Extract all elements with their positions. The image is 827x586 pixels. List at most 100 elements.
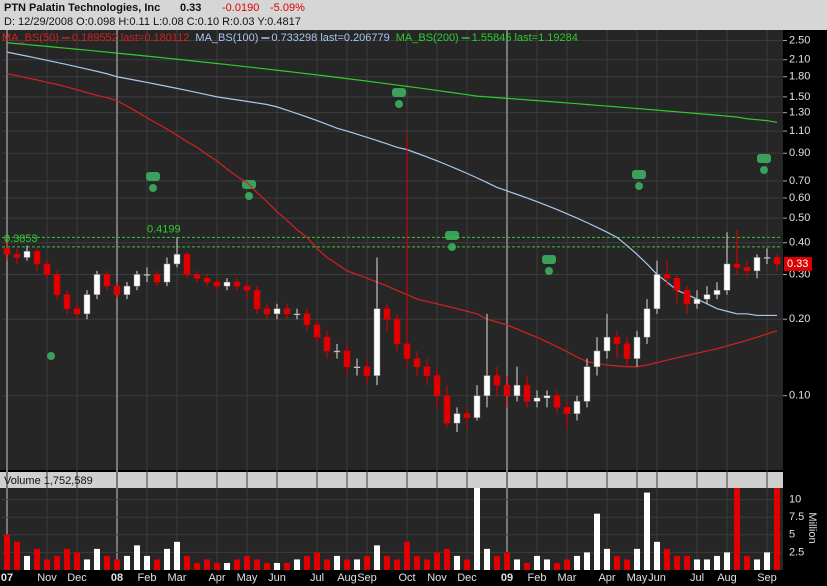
candle-body	[53, 274, 61, 295]
volume-bar	[124, 555, 130, 570]
candle-body	[763, 257, 771, 259]
volume-bar	[564, 559, 570, 570]
volume-bar	[734, 488, 740, 570]
x-tick-label: Jul	[310, 572, 324, 584]
volume-bar	[544, 559, 550, 570]
x-tick-label: Jun	[648, 572, 666, 584]
x-tick-label: Mar	[168, 572, 187, 584]
candle-body	[623, 343, 631, 359]
moving-average-line	[6, 42, 778, 124]
volume-tick-label: 5	[789, 529, 795, 541]
x-tick-label: Sep	[757, 572, 777, 584]
y-tick-label: 1.80	[789, 71, 810, 83]
legend-name: MA_BS(200)	[396, 32, 459, 44]
volume-bar	[244, 555, 250, 570]
volume-bar	[454, 555, 460, 570]
candle-body	[383, 308, 391, 320]
volume-bar	[724, 552, 730, 570]
volume-bar	[164, 548, 170, 570]
x-tick-label: Oct	[398, 572, 415, 584]
candle-body	[213, 281, 221, 287]
volume-unit: Million	[806, 512, 818, 543]
volume-bar	[94, 548, 100, 570]
x-tick-label: May	[237, 572, 258, 584]
volume-bar	[284, 562, 290, 570]
candle-body	[673, 277, 681, 291]
x-tick-label: Dec	[457, 572, 477, 584]
event-icon	[542, 255, 556, 275]
y-tick-label: 1.10	[789, 125, 810, 137]
volume-bar	[744, 555, 750, 570]
x-tick-label: Nov	[37, 572, 57, 584]
volume-bar	[174, 541, 180, 570]
candle-body	[153, 274, 161, 283]
y-tick-label: 0.60	[789, 192, 810, 204]
moving-average-line	[6, 73, 778, 368]
volume-bar	[684, 555, 690, 570]
volume-bar	[514, 559, 520, 570]
change-percent: -5.09%	[270, 2, 305, 14]
volume-bar	[214, 562, 220, 570]
volume-title: Volume 1,752,589	[4, 475, 93, 487]
last-price: 0.33	[180, 2, 201, 14]
candle-body	[133, 274, 141, 287]
candle-body	[743, 267, 751, 272]
candle-body	[703, 294, 711, 300]
moving-average-line	[6, 51, 777, 317]
volume-bar	[584, 552, 590, 570]
level-label: 0.3853	[4, 233, 38, 245]
change: -0.0190	[222, 2, 259, 14]
x-tick-label: Mar	[558, 572, 577, 584]
candle-body	[323, 336, 331, 352]
volume-bar	[224, 562, 230, 570]
candle-body	[493, 375, 501, 386]
candle-body	[593, 350, 601, 368]
volume-bar	[374, 545, 380, 570]
candle-body	[123, 285, 131, 295]
y-tick-label: 0.50	[789, 212, 810, 224]
x-tick-label: May	[627, 572, 648, 584]
price-tag-label: 0.33	[787, 258, 808, 270]
candle-body	[523, 384, 531, 402]
volume-bar	[434, 552, 440, 570]
y-tick-label: 0.70	[789, 175, 810, 187]
volume-bar	[144, 555, 150, 570]
candle-body	[603, 336, 611, 352]
candle-body	[253, 290, 261, 309]
volume-bar	[624, 559, 630, 570]
x-tick-label: Aug	[337, 572, 357, 584]
candle-body	[43, 263, 51, 275]
volume-bar	[334, 555, 340, 570]
volume-tick-label: 10	[789, 494, 801, 506]
volume-bar	[364, 555, 370, 570]
legend-value: 0.189552 last=0.180112	[72, 32, 190, 44]
x-tick-label: Sep	[357, 572, 377, 584]
candle-body	[773, 257, 781, 265]
volume-bar	[354, 559, 360, 570]
x-tick-label: Nov	[427, 572, 447, 584]
volume-bar	[394, 559, 400, 570]
x-tick-label: Dec	[67, 572, 87, 584]
volume-bar	[234, 559, 240, 570]
volume-bar	[304, 555, 310, 570]
candle-body	[183, 254, 191, 275]
candle-body	[313, 324, 321, 338]
volume-bar	[84, 559, 90, 570]
volume-bar	[54, 555, 60, 570]
candle-body	[23, 251, 31, 258]
candle-body	[693, 298, 701, 305]
y-tick-label: 0.10	[789, 390, 810, 402]
candle-body	[543, 395, 551, 399]
candle-body	[643, 308, 651, 338]
candle-body	[663, 274, 671, 279]
volume-header-bar	[0, 472, 783, 488]
candle-body	[413, 358, 421, 368]
volume-bar	[44, 559, 50, 570]
volume-bar	[4, 534, 10, 570]
candle-body	[73, 308, 81, 315]
x-tick-label: Jun	[268, 572, 286, 584]
candle-body	[683, 290, 691, 305]
y-tick-label: 2.10	[789, 54, 810, 66]
volume-bar	[254, 559, 260, 570]
